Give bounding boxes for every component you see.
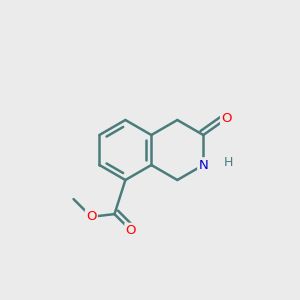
Text: O: O (221, 112, 232, 125)
Text: O: O (126, 224, 136, 237)
Text: H: H (224, 156, 233, 169)
Text: O: O (86, 210, 97, 223)
Text: N: N (199, 158, 208, 172)
